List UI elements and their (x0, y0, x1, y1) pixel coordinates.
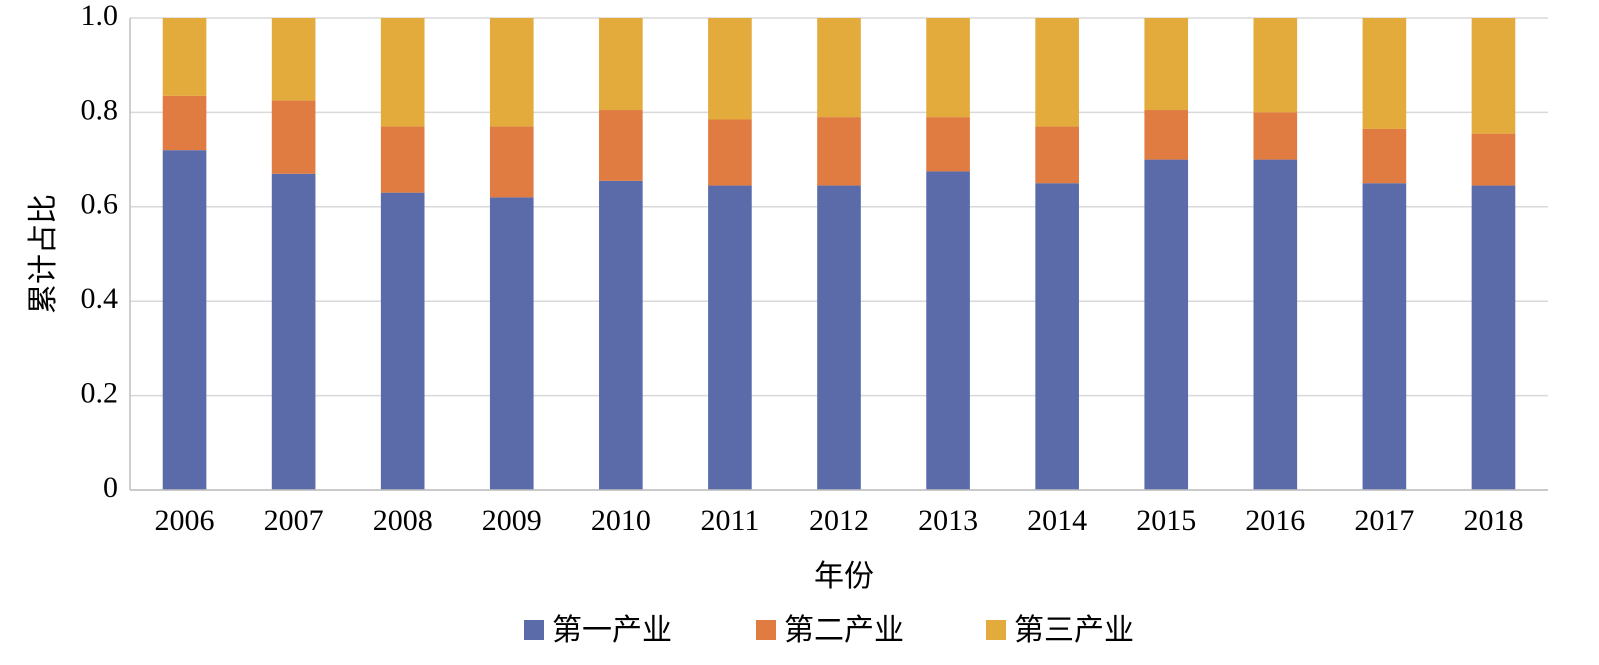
bar-segment-2-2018 (1471, 133, 1516, 186)
bar-segment-2-2007 (271, 100, 316, 174)
y-axis-title: 累计占比 (26, 194, 61, 314)
bar-segment-1-2011 (708, 185, 752, 490)
x-tick-label: 2009 (482, 504, 542, 537)
x-tick-label: 2018 (1463, 504, 1523, 537)
bar-segment-3-2010 (599, 18, 643, 111)
bar-segment-2-2010 (599, 110, 643, 181)
bar-segment-1-2006 (162, 150, 207, 490)
bar-segment-3-2011 (708, 18, 752, 120)
legend-label: 第一产业 (552, 613, 672, 648)
bar-segment-1-2015 (1144, 159, 1189, 490)
bar-segment-2-2009 (489, 126, 534, 198)
bar-segment-2-2008 (380, 126, 425, 193)
legend-swatch (986, 620, 1006, 640)
bar-segment-2-2011 (708, 119, 752, 186)
legend: 第一产业 第二产业 第三产业 (524, 613, 1134, 648)
bar-segment-3-2007 (271, 18, 316, 101)
x-tick-label: 2007 (264, 504, 324, 537)
bar-segment-3-2009 (489, 18, 534, 127)
x-tick-label: 2010 (591, 504, 651, 537)
bar-segment-3-2013 (926, 18, 970, 118)
legend-swatch (756, 620, 776, 640)
bar-segment-2-2017 (1362, 128, 1407, 184)
legend-label: 第三产业 (1014, 613, 1134, 648)
y-tick-label: 0 (103, 471, 118, 504)
x-axis-title: 年份 (814, 559, 874, 594)
bar-segment-1-2007 (271, 173, 316, 490)
bar-segment-3-2008 (380, 18, 425, 127)
bar-segment-2-2015 (1144, 110, 1189, 160)
x-tick-label: 2015 (1136, 504, 1196, 537)
bar-series (162, 18, 1516, 491)
bar-segment-1-2012 (817, 185, 861, 490)
bar-segment-1-2014 (1035, 183, 1079, 490)
bar-segment-2-2016 (1253, 112, 1298, 160)
bar-segment-3-2006 (162, 18, 207, 96)
x-tick-label: 2006 (155, 504, 215, 537)
bar-segment-1-2009 (489, 197, 534, 491)
bar-segment-3-2018 (1471, 18, 1516, 134)
x-tick-label: 2014 (1027, 504, 1087, 537)
y-tick-label: 0.2 (81, 376, 119, 409)
x-tick-labels: 2006 2007 2008 2009 2010 2011 2012 2013 2014 2015… (155, 504, 1524, 537)
bar-segment-1-2010 (599, 180, 643, 490)
bar-segment-1-2016 (1253, 159, 1298, 490)
x-tick-label: 2017 (1354, 504, 1414, 537)
bar-segment-2-2013 (926, 117, 970, 172)
x-tick-label: 2013 (918, 504, 978, 537)
x-tick-label: 2011 (700, 504, 759, 537)
bar-segment-1-2008 (380, 192, 425, 490)
bar-segment-3-2016 (1253, 18, 1298, 113)
bar-segment-3-2014 (1035, 18, 1079, 127)
bar-segment-2-2014 (1035, 126, 1079, 184)
bar-segment-3-2012 (817, 18, 861, 118)
bar-segment-2-2012 (817, 117, 861, 186)
axes (129, 18, 1548, 491)
y-tick-label: 0.4 (81, 282, 119, 315)
legend-label: 第二产业 (784, 613, 904, 648)
bar-segment-1-2017 (1362, 183, 1407, 490)
x-tick-label: 2016 (1245, 504, 1305, 537)
legend-swatch (524, 620, 544, 640)
bar-segment-1-2013 (926, 171, 970, 490)
y-tick-labels: 0 0.2 0.4 0.6 0.8 1.0 (81, 0, 119, 504)
y-tick-label: 1.0 (81, 0, 119, 32)
bar-segment-3-2015 (1144, 18, 1189, 111)
bar-segment-2-2006 (162, 95, 207, 151)
bar-segment-3-2017 (1362, 18, 1407, 129)
bar-segment-1-2018 (1471, 185, 1516, 490)
y-tick-label: 0.8 (81, 93, 119, 126)
x-tick-label: 2008 (373, 504, 433, 537)
y-tick-label: 0.6 (81, 188, 119, 221)
x-tick-label: 2012 (809, 504, 869, 537)
